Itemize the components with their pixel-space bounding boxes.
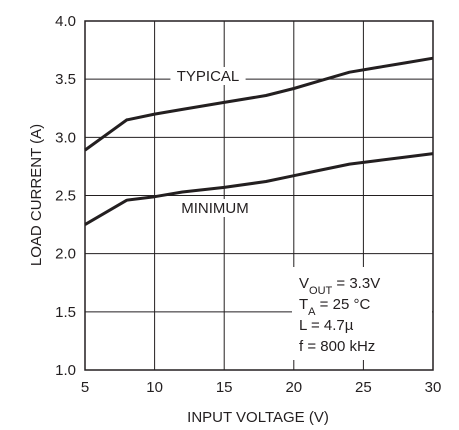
series-lines xyxy=(84,56,434,226)
x-tick-label: 20 xyxy=(285,379,302,396)
series-label-backing xyxy=(170,67,246,85)
x-axis-title: INPUT VOLTAGE (V) xyxy=(187,409,329,426)
y-tick-label: 2.0 xyxy=(55,246,76,263)
x-tick-label: 25 xyxy=(355,379,372,396)
x-tick-label: 10 xyxy=(146,379,163,396)
condition-line: VOUT = 3.3V xyxy=(299,275,380,297)
series-label-backing xyxy=(177,199,253,217)
condition-line: TA = 25 °C xyxy=(299,296,370,318)
y-axis-title: LOAD CURRENT (A) xyxy=(28,124,45,266)
x-tick-label: 15 xyxy=(216,379,233,396)
x-tick-label: 5 xyxy=(81,379,89,396)
y-tick-label: 3.0 xyxy=(55,129,76,146)
plot-frame xyxy=(84,20,434,371)
condition-line: L = 4.7µ xyxy=(299,317,354,334)
plot-border xyxy=(84,20,434,371)
y-tick-label: 3.5 xyxy=(55,71,76,88)
y-tick-label: 2.5 xyxy=(55,188,76,205)
x-tick-label: 30 xyxy=(425,379,442,396)
series-labels: TYPICAL MINIMUM xyxy=(170,67,253,217)
series-label-typical: TYPICAL xyxy=(177,68,240,85)
tick-labels: 5 10 15 20 25 30 1.0 1.5 2.0 2.5 3.0 3.5 4.0 xyxy=(55,13,441,396)
y-tick-label: 1.5 xyxy=(55,304,76,321)
condition-line: f = 800 kHz xyxy=(299,338,375,355)
conditions-backing xyxy=(292,267,432,360)
y-tick-label: 4.0 xyxy=(55,13,76,30)
y-tick-label: 1.0 xyxy=(55,362,76,379)
series-line-minimum xyxy=(84,152,434,226)
series-label-minimum: MINIMUM xyxy=(181,200,249,217)
series-line-typical xyxy=(84,56,434,152)
